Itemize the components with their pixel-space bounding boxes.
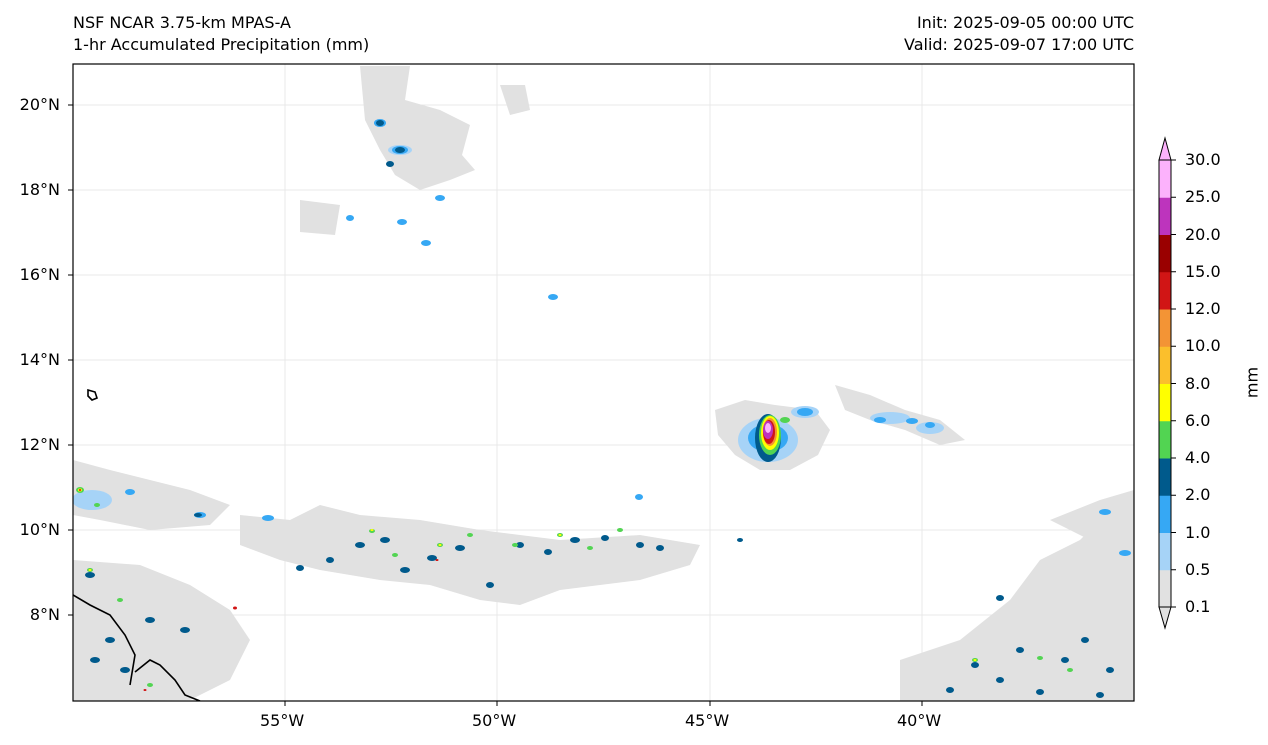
map-area bbox=[73, 64, 1134, 701]
lon-label: 45°W bbox=[685, 711, 730, 730]
lat-label: 10°N bbox=[19, 520, 60, 539]
lat-label: 16°N bbox=[19, 265, 60, 284]
colorbar-level-label: 20.0 bbox=[1185, 224, 1221, 244]
lon-label: 40°W bbox=[897, 711, 942, 730]
colorbar-segment bbox=[1159, 495, 1171, 533]
lon-label: 50°W bbox=[472, 711, 517, 730]
colorbar-segment bbox=[1159, 383, 1171, 422]
colorbar-segment bbox=[1159, 346, 1171, 384]
colorbar-level-label: 12.0 bbox=[1185, 299, 1221, 318]
colorbar-level-label: 0.5 bbox=[1185, 559, 1211, 579]
rain-band-cells bbox=[76, 120, 1114, 698]
colorbar-segment bbox=[1159, 309, 1171, 347]
lon-label: 55°W bbox=[260, 711, 305, 730]
model-title: NSF NCAR 3.75-km MPAS-A bbox=[73, 13, 291, 32]
lat-label: 18°N bbox=[19, 180, 60, 199]
init-time: Init: 2025-09-05 00:00 UTC bbox=[916, 13, 1134, 32]
colorbar-level-label: 15.0 bbox=[1185, 261, 1221, 281]
colorbar-segment bbox=[1159, 271, 1171, 310]
colorbar-level-label: 8.0 bbox=[1185, 373, 1211, 393]
colorbar-level-label: 30.0 bbox=[1185, 150, 1221, 169]
lat-label: 8°N bbox=[29, 605, 60, 624]
colorbar-unit-label: mm bbox=[1242, 366, 1262, 399]
colorbar-segment bbox=[1159, 234, 1171, 273]
colorbar-segment bbox=[1159, 420, 1171, 459]
colorbar-segment bbox=[1159, 569, 1171, 608]
colorbar-max-extension bbox=[1158, 136, 1172, 161]
ocean-background bbox=[73, 64, 1134, 701]
colorbar-segment bbox=[1159, 458, 1171, 496]
map-frame bbox=[72, 63, 1135, 702]
colorbar-segment bbox=[1159, 197, 1171, 235]
lat-label: 12°N bbox=[19, 435, 60, 454]
storm-cell bbox=[755, 414, 790, 462]
lat-label: 14°N bbox=[19, 350, 60, 369]
colorbar-segment bbox=[1159, 532, 1171, 571]
colorbar-level-label: 2.0 bbox=[1185, 485, 1211, 505]
colorbar-level-label: 0.1 bbox=[1185, 597, 1211, 616]
colorbar-level-label: 1.0 bbox=[1185, 522, 1211, 542]
colorbar bbox=[1158, 136, 1176, 630]
colorbar-level-label: 6.0 bbox=[1185, 410, 1211, 430]
colorbar-segment bbox=[1159, 160, 1171, 198]
axis-ticks bbox=[68, 104, 923, 706]
field-title: 1-hr Accumulated Precipitation (mm) bbox=[73, 35, 370, 54]
valid-time: Valid: 2025-09-07 17:00 UTC bbox=[903, 35, 1134, 54]
coastline bbox=[73, 388, 201, 701]
gridlines bbox=[73, 64, 1134, 701]
colorbar-min-extension bbox=[1158, 606, 1172, 630]
colorbar-level-label: 25.0 bbox=[1185, 187, 1221, 207]
lat-label: 20°N bbox=[19, 95, 60, 114]
colorbar-level-label: 4.0 bbox=[1185, 448, 1211, 467]
colorbar-level-label: 10.0 bbox=[1185, 336, 1221, 356]
